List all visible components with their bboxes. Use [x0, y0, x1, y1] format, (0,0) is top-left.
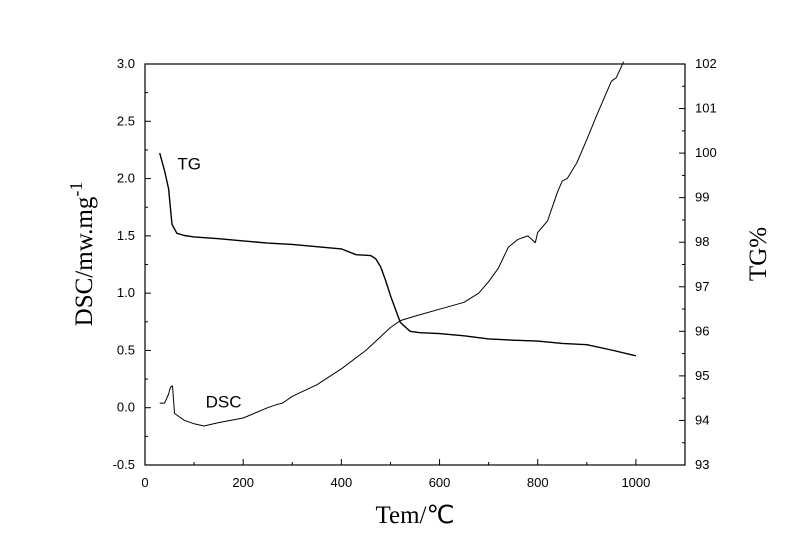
series-label-tg: TG [177, 154, 201, 173]
left-y-axis-title: DSC/mw.mg-1 [66, 182, 98, 327]
annotation-layer: TG DSC [177, 154, 241, 411]
right-y-tick-label: 94 [695, 412, 709, 427]
right-y-axis-ticks: 93 94 95 96 97 98 99 100 101 102 [679, 56, 717, 472]
right-y-tick-label: 95 [695, 368, 709, 383]
left-y-tick-label: 3.0 [117, 56, 135, 71]
series-label-dsc: DSC [206, 393, 242, 412]
right-y-tick-label: 100 [695, 145, 717, 160]
left-y-tick-label: 2.0 [117, 171, 135, 186]
left-y-axis-title-superscript: -1 [66, 182, 86, 197]
x-tick-label: 0 [141, 475, 148, 490]
x-tick-label: 200 [232, 475, 254, 490]
left-y-axis-title-main: DSC/mw.mg [71, 196, 98, 326]
right-y-tick-label: 99 [695, 190, 709, 205]
series-dsc-line [159, 61, 625, 427]
left-y-tick-label: 2.5 [117, 113, 135, 128]
right-y-axis-title: TG% [745, 227, 772, 281]
x-tick-label: 1000 [621, 475, 650, 490]
left-y-tick-label: 1.0 [117, 285, 135, 300]
series-layer [159, 61, 637, 427]
right-y-tick-label: 102 [695, 56, 717, 71]
series-tg-line [159, 152, 637, 357]
x-axis-ticks: 0 200 400 600 800 1000 [141, 459, 650, 490]
right-y-tick-label: 97 [695, 279, 709, 294]
right-y-tick-label: 96 [695, 323, 709, 338]
right-y-tick-label: 101 [695, 101, 717, 116]
left-y-tick-label: 1.5 [117, 228, 135, 243]
left-y-tick-label: 0.5 [117, 342, 135, 357]
left-y-tick-label: 0.0 [117, 400, 135, 415]
x-tick-label: 600 [429, 475, 451, 490]
right-y-tick-label: 98 [695, 234, 709, 249]
right-y-tick-label: 93 [695, 457, 709, 472]
left-y-axis-ticks: -0.5 0.0 0.5 1.0 1.5 2.0 2.5 3.0 [113, 56, 151, 472]
x-tick-label: 400 [331, 475, 353, 490]
left-y-tick-label: -0.5 [113, 457, 135, 472]
x-axis-title: Tem/℃ [375, 502, 454, 529]
x-tick-label: 800 [527, 475, 549, 490]
